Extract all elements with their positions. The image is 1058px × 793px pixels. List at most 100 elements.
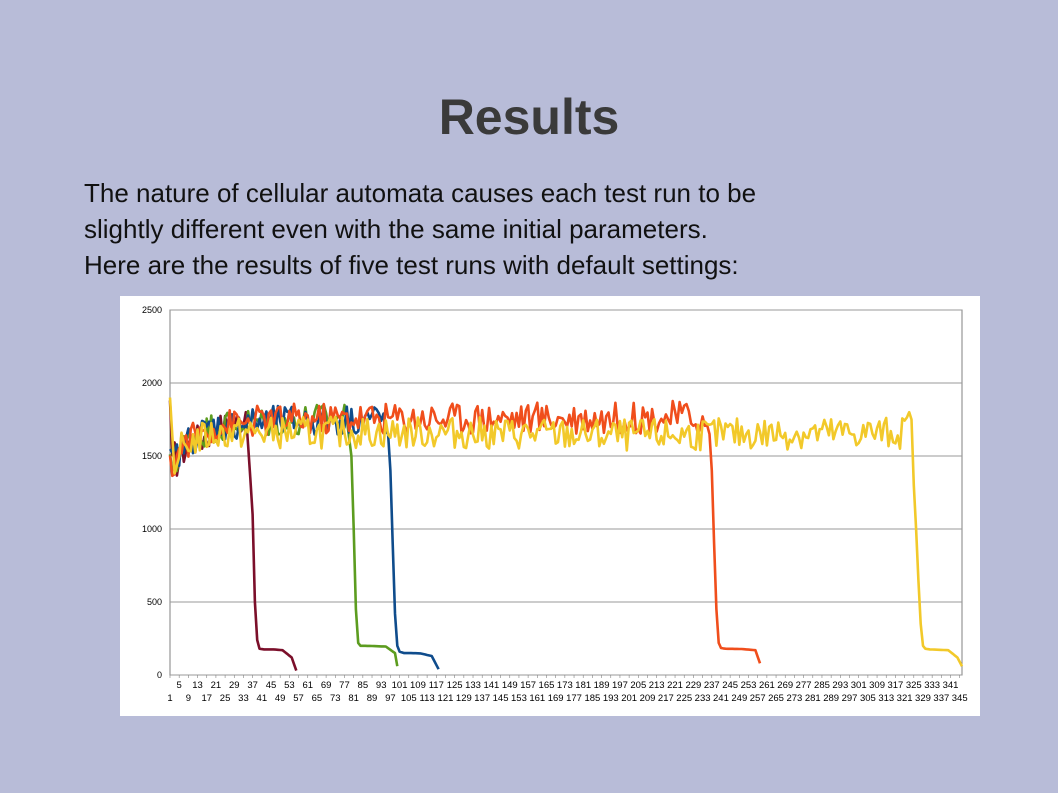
x-tick-label: 149 bbox=[502, 680, 518, 691]
slide-title: Results bbox=[438, 89, 620, 145]
x-tick-label: 177 bbox=[566, 693, 582, 704]
x-tick-label: 317 bbox=[887, 680, 903, 691]
x-tick-label: 285 bbox=[814, 680, 830, 691]
y-tick-label: 1500 bbox=[142, 451, 162, 461]
x-tick-label: 141 bbox=[483, 680, 499, 691]
x-tick-label: 201 bbox=[621, 693, 637, 704]
x-tick-label: 345 bbox=[952, 693, 968, 704]
x-tick-label: 161 bbox=[529, 693, 545, 704]
y-tick-label: 500 bbox=[147, 597, 162, 607]
x-tick-label: 73 bbox=[330, 693, 341, 704]
x-tick-label: 185 bbox=[584, 693, 600, 704]
x-tick-label: 209 bbox=[640, 693, 656, 704]
x-tick-label: 13 bbox=[192, 680, 203, 691]
x-tick-label: 145 bbox=[493, 693, 509, 704]
x-tick-label: 189 bbox=[594, 680, 610, 691]
x-tick-label: 169 bbox=[548, 693, 564, 704]
x-tick-label: 21 bbox=[211, 680, 222, 691]
x-tick-label: 325 bbox=[906, 680, 922, 691]
x-tick-label: 269 bbox=[777, 680, 793, 691]
x-tick-label: 313 bbox=[878, 693, 894, 704]
x-tick-label: 61 bbox=[302, 680, 313, 691]
slide-body-text: The nature of cellular automata causes e… bbox=[84, 175, 1044, 283]
x-tick-label: 225 bbox=[676, 693, 692, 704]
y-tick-label: 1000 bbox=[142, 524, 162, 534]
x-tick-label: 101 bbox=[392, 680, 408, 691]
x-tick-label: 213 bbox=[649, 680, 665, 691]
x-tick-label: 53 bbox=[284, 680, 295, 691]
x-tick-label: 305 bbox=[860, 693, 876, 704]
x-tick-label: 93 bbox=[376, 680, 387, 691]
x-tick-label: 97 bbox=[385, 693, 396, 704]
x-tick-label: 45 bbox=[266, 680, 277, 691]
x-tick-label: 165 bbox=[539, 680, 555, 691]
x-tick-label: 5 bbox=[177, 680, 182, 691]
body-line-2: slightly different even with the same in… bbox=[84, 214, 708, 244]
x-tick-label: 281 bbox=[805, 693, 821, 704]
series-line-4 bbox=[168, 399, 762, 664]
plot-frame bbox=[169, 309, 963, 676]
x-tick-label: 173 bbox=[557, 680, 573, 691]
x-tick-label: 337 bbox=[933, 693, 949, 704]
x-tick-label: 257 bbox=[750, 693, 766, 704]
x-tick-label: 297 bbox=[842, 693, 858, 704]
y-tick-label: 0 bbox=[157, 670, 162, 680]
x-tick-label: 113 bbox=[420, 693, 435, 704]
x-tick-label: 9 bbox=[186, 693, 191, 704]
x-tick-label: 65 bbox=[312, 693, 323, 704]
x-tick-label: 37 bbox=[247, 680, 258, 691]
x-tick-label: 129 bbox=[456, 693, 472, 704]
x-tick-label: 193 bbox=[603, 693, 619, 704]
x-tick-label: 265 bbox=[768, 693, 784, 704]
chart-area: 0 500 1000 1500 2000 2500 5 13 21 29 37 45 53 61 69 77 8… bbox=[120, 296, 980, 716]
x-tick-label: 341 bbox=[943, 680, 959, 691]
x-tick-label: 329 bbox=[915, 693, 931, 704]
x-tick-label: 137 bbox=[474, 693, 490, 704]
x-tick-label: 81 bbox=[348, 693, 359, 704]
body-line-3: Here are the results of five test runs w… bbox=[84, 250, 739, 280]
x-tick-label: 41 bbox=[257, 693, 268, 704]
x-tick-label: 241 bbox=[713, 693, 729, 704]
x-tick-label: 245 bbox=[722, 680, 738, 691]
x-tick-label: 33 bbox=[238, 693, 249, 704]
x-tick-label: 49 bbox=[275, 693, 286, 704]
x-tick-label: 217 bbox=[658, 693, 674, 704]
x-tick-label: 289 bbox=[823, 693, 839, 704]
x-tick-label: 117 bbox=[429, 680, 444, 691]
x-tick-label: 153 bbox=[511, 693, 527, 704]
x-tick-label: 301 bbox=[851, 680, 867, 691]
x-tick-label: 293 bbox=[832, 680, 848, 691]
x-tick-label: 17 bbox=[201, 693, 212, 704]
x-tick-label: 1 bbox=[167, 693, 172, 704]
x-tick-label: 133 bbox=[465, 680, 481, 691]
x-tick-label: 261 bbox=[759, 680, 775, 691]
x-tick-label: 125 bbox=[447, 680, 463, 691]
y-tick-label: 2500 bbox=[142, 305, 162, 315]
x-tick-label: 197 bbox=[612, 680, 628, 691]
x-tick-label: 29 bbox=[229, 680, 240, 691]
x-tick-label: 105 bbox=[401, 693, 417, 704]
x-tick-label: 229 bbox=[685, 680, 701, 691]
x-tick-label: 69 bbox=[321, 680, 332, 691]
x-tick-label: 85 bbox=[358, 680, 369, 691]
x-tick-label: 121 bbox=[438, 693, 454, 704]
x-tick-label: 233 bbox=[695, 693, 711, 704]
x-tick-label: 249 bbox=[731, 693, 747, 704]
x-tick-label: 277 bbox=[796, 680, 812, 691]
x-tick-label: 253 bbox=[741, 680, 757, 691]
x-tick-label: 309 bbox=[869, 680, 885, 691]
x-tick-label: 221 bbox=[667, 680, 683, 691]
x-tick-label: 57 bbox=[293, 693, 304, 704]
series-line-5 bbox=[168, 397, 964, 667]
x-tick-label: 77 bbox=[339, 680, 350, 691]
x-tick-label: 205 bbox=[630, 680, 646, 691]
y-tick-label: 2000 bbox=[142, 378, 162, 388]
x-tick-label: 273 bbox=[786, 693, 802, 704]
x-tick-label: 89 bbox=[367, 693, 378, 704]
x-tick-label: 321 bbox=[897, 693, 913, 704]
x-tick-label: 25 bbox=[220, 693, 231, 704]
x-tick-label: 333 bbox=[924, 680, 940, 691]
x-tick-label: 157 bbox=[520, 680, 536, 691]
x-tick-label: 181 bbox=[575, 680, 591, 691]
